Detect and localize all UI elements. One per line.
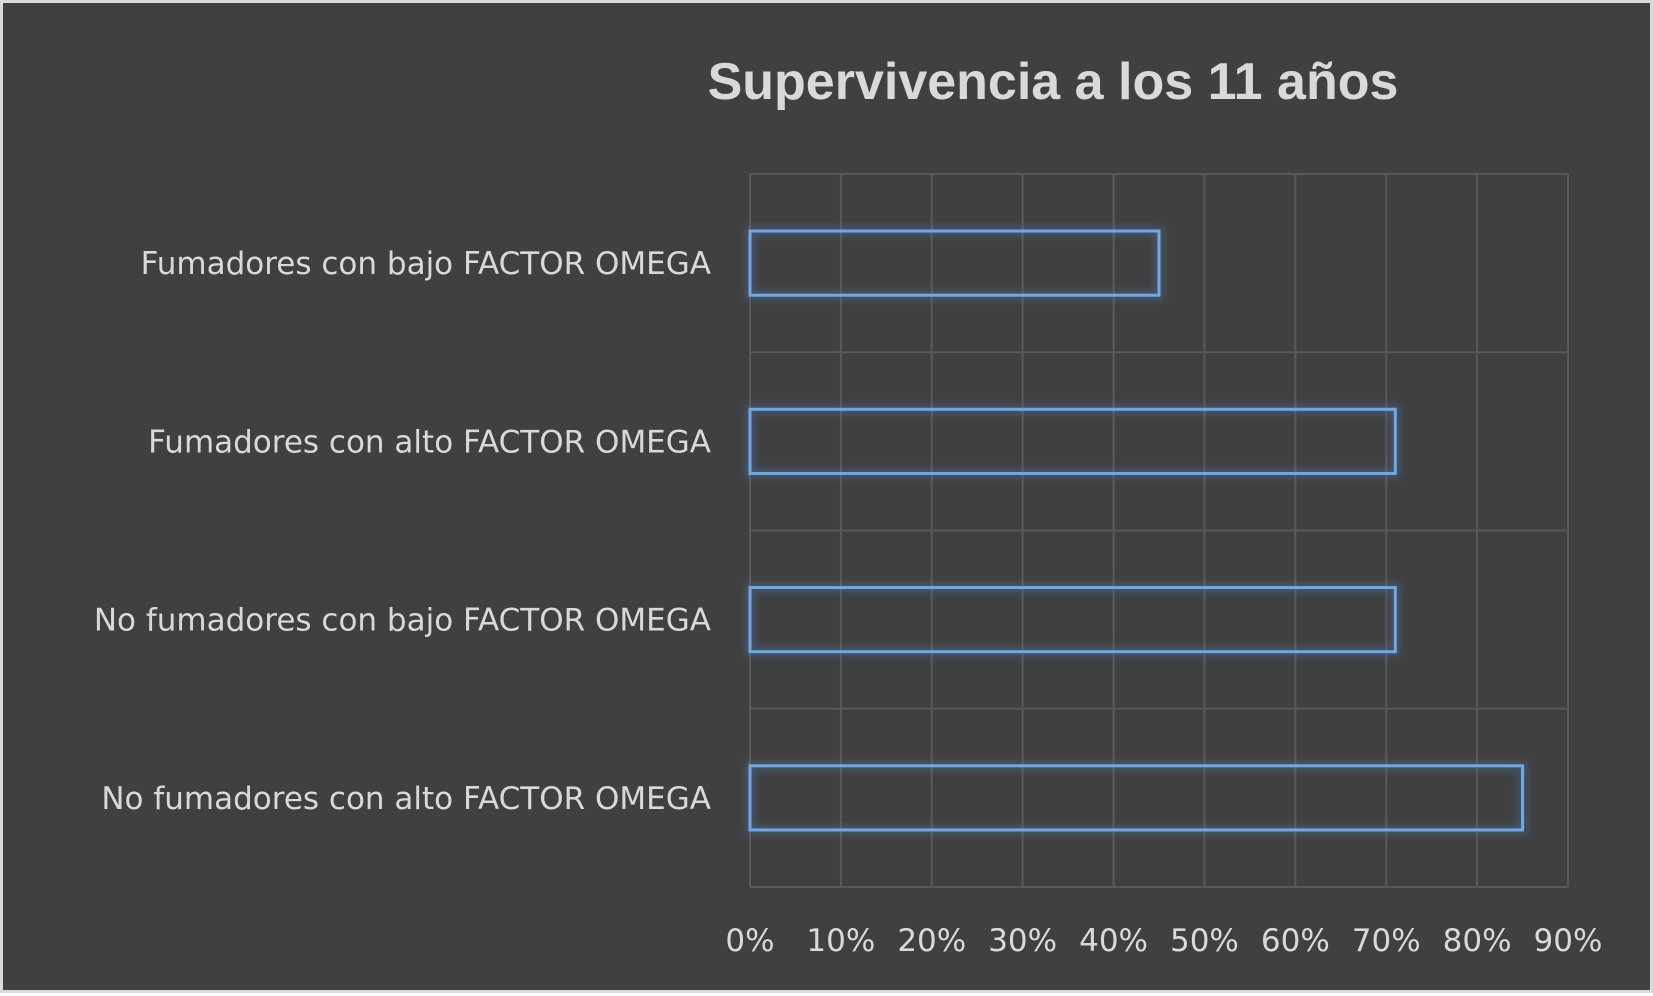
x-tick-label: 30% [988, 923, 1057, 959]
x-tick-label: 70% [1352, 923, 1421, 959]
bar-glow [745, 404, 1400, 478]
gridlines [749, 173, 1569, 888]
x-tick-label: 40% [1079, 923, 1148, 959]
chart-title: Supervivencia a los 11 años [708, 53, 1399, 111]
category-label: No fumadores con bajo FACTOR OMEGA [94, 603, 711, 639]
category-label: Fumadores con bajo FACTOR OMEGA [141, 246, 711, 282]
x-axis-tick-labels: 0% 10% 20% 30% 40% 50% 60% 70% 80% 90% [725, 923, 1602, 959]
bar-glow [745, 761, 1528, 835]
bar [748, 229, 1161, 297]
category-label: Fumadores con alto FACTOR OMEGA [148, 424, 711, 460]
x-tick-label: 20% [897, 923, 966, 959]
bar-glow [745, 583, 1400, 657]
x-tick-label: 60% [1261, 923, 1330, 959]
bar [748, 407, 1397, 475]
bars [745, 226, 1528, 835]
x-tick-label: 80% [1443, 923, 1512, 959]
bar [748, 764, 1525, 832]
x-tick-label: 0% [725, 923, 774, 959]
bar-glow [745, 226, 1164, 300]
x-tick-label: 90% [1534, 923, 1603, 959]
bar-chart: Supervivencia a los 11 años Fumadores co… [94, 53, 1603, 959]
category-labels: Fumadores con bajo FACTOR OMEGA Fumadores… [94, 246, 711, 817]
bar [748, 586, 1397, 654]
x-tick-label: 50% [1170, 923, 1239, 959]
x-tick-label: 10% [806, 923, 875, 959]
category-label: No fumadores con alto FACTOR OMEGA [101, 781, 711, 817]
